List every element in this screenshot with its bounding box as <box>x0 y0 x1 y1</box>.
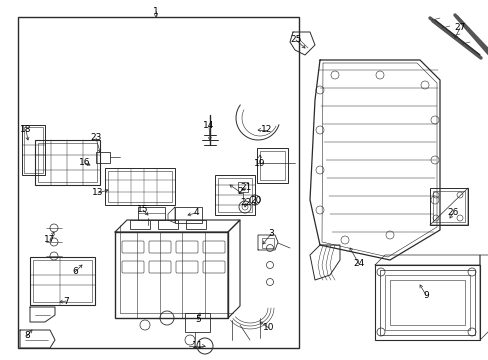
Bar <box>215 175 254 215</box>
Text: 23: 23 <box>90 134 102 143</box>
Text: 4: 4 <box>193 208 199 217</box>
Text: 16: 16 <box>79 158 91 167</box>
Text: 3: 3 <box>267 230 273 238</box>
Text: 1: 1 <box>153 6 159 15</box>
Bar <box>374 265 479 340</box>
Text: 19: 19 <box>254 159 265 168</box>
Bar <box>115 232 227 318</box>
Bar <box>96 152 110 163</box>
Text: 22: 22 <box>240 198 251 207</box>
Text: 13: 13 <box>92 189 103 198</box>
Bar <box>38 143 97 182</box>
Text: 15: 15 <box>137 206 148 215</box>
Bar <box>158 220 178 229</box>
Bar <box>238 182 247 192</box>
Text: 9: 9 <box>422 291 428 300</box>
Bar <box>432 191 464 222</box>
Text: 18: 18 <box>20 126 32 135</box>
Bar <box>105 168 175 205</box>
Text: 11: 11 <box>192 342 203 351</box>
Bar <box>262 238 273 248</box>
Bar <box>218 178 251 212</box>
Bar <box>260 151 285 180</box>
Text: 10: 10 <box>263 324 274 333</box>
Text: 20: 20 <box>250 197 261 206</box>
Bar <box>379 270 474 335</box>
Text: 12: 12 <box>261 126 272 135</box>
Bar <box>22 125 45 175</box>
Text: 5: 5 <box>195 315 201 324</box>
Bar <box>30 257 95 305</box>
Text: 6: 6 <box>72 267 78 276</box>
Bar <box>108 171 172 202</box>
Text: 17: 17 <box>44 235 56 244</box>
Bar <box>138 207 164 220</box>
Bar <box>18 17 298 348</box>
Bar <box>429 188 467 225</box>
Text: 27: 27 <box>453 23 465 32</box>
Text: 25: 25 <box>290 36 301 45</box>
Bar <box>384 275 469 330</box>
Bar <box>175 207 202 223</box>
Text: 26: 26 <box>447 208 458 217</box>
Bar <box>257 148 287 183</box>
Bar <box>185 220 205 229</box>
Text: 7: 7 <box>63 297 69 306</box>
Bar <box>389 280 464 325</box>
Bar <box>130 220 150 229</box>
Text: 2: 2 <box>237 188 243 197</box>
Bar <box>33 260 92 302</box>
Text: 14: 14 <box>203 121 214 130</box>
Bar <box>24 127 43 173</box>
Bar <box>184 313 209 332</box>
Text: 8: 8 <box>24 332 30 341</box>
Bar <box>35 140 100 185</box>
Text: 24: 24 <box>353 260 364 269</box>
Text: 21: 21 <box>240 184 251 193</box>
